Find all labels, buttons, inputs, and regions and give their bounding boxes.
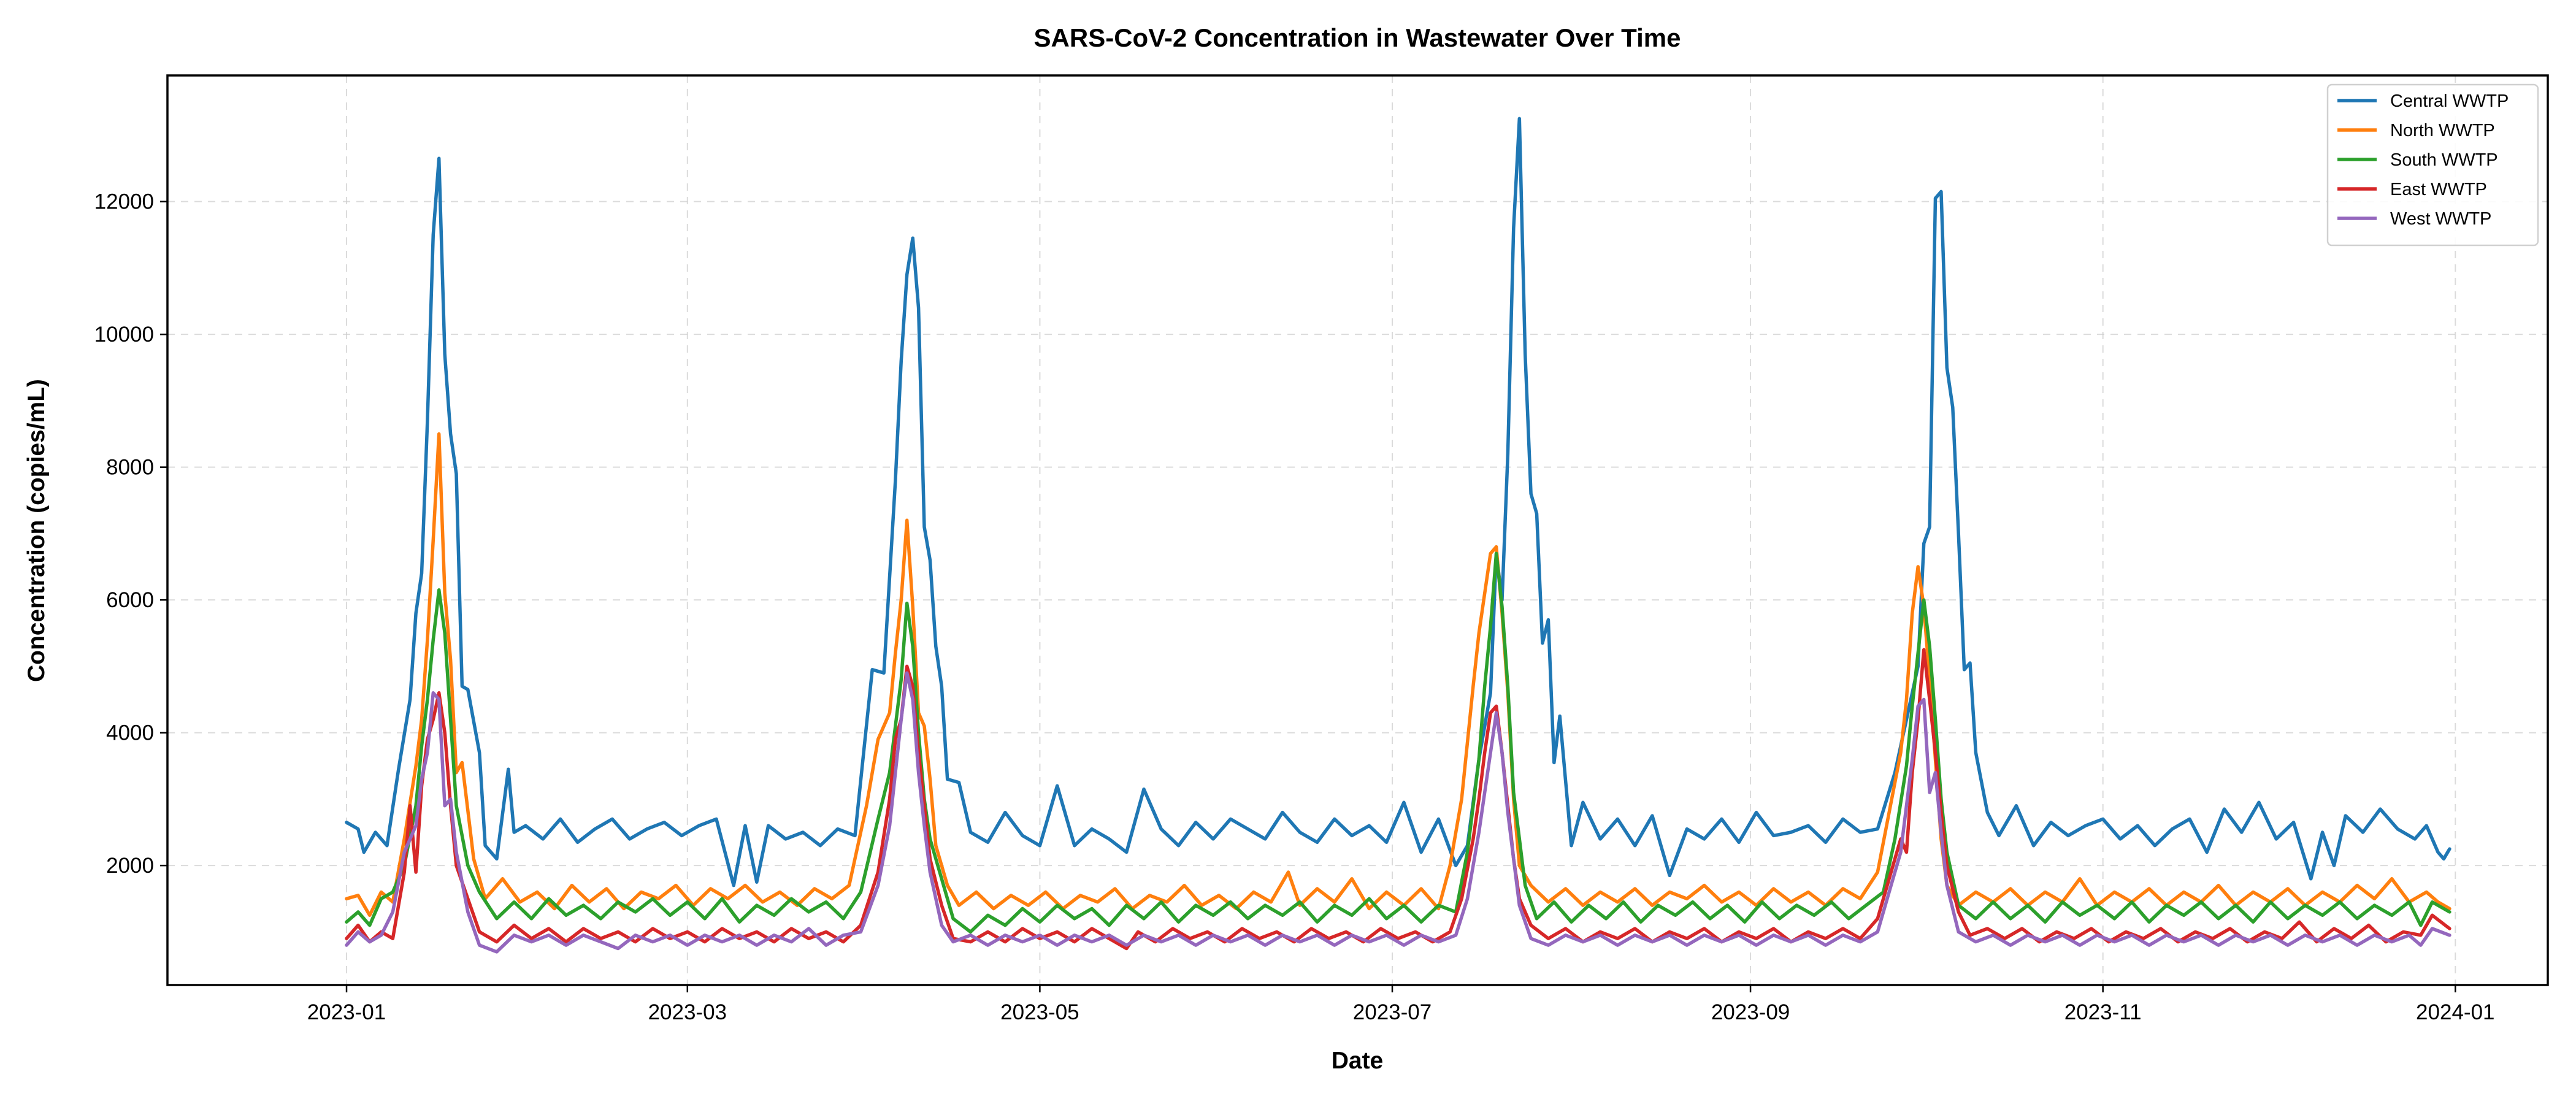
plot-frame xyxy=(166,74,2549,986)
y-tick-label: 2000 xyxy=(106,854,154,878)
series-lines xyxy=(345,117,2451,954)
series-line-1 xyxy=(345,117,2451,887)
x-axis-ticks: 2023-01 2023-03 2023-05 2023-07 2023-09 2023-… xyxy=(307,985,2495,1024)
y-tick-label: 6000 xyxy=(106,588,154,612)
x-tick-label: 2023-11 xyxy=(2064,1000,2142,1024)
x-tick-label: 2023-05 xyxy=(1000,1000,1079,1024)
grid-lines xyxy=(167,75,2548,985)
x-tick-label: 2023-01 xyxy=(307,1000,386,1024)
legend-label: South WWTP xyxy=(2390,150,2498,170)
legend-label: North WWTP xyxy=(2390,121,2495,140)
y-tick-label: 4000 xyxy=(106,721,154,745)
legend-label: East WWTP xyxy=(2390,180,2487,199)
series-line-5 xyxy=(345,671,2451,954)
legend-label: West WWTP xyxy=(2390,209,2491,229)
y-axis-label: Concentration (copies/mL) xyxy=(23,379,50,682)
x-tick-label: 2023-09 xyxy=(1711,1000,1790,1024)
series-line-3 xyxy=(345,551,2451,934)
chart-title: SARS-CoV-2 Concentration in Wastewater O… xyxy=(1034,23,1681,52)
x-axis-label: Date xyxy=(1332,1048,1384,1074)
legend: Central WWTP North WWTP South WWTP East WWT… xyxy=(2326,83,2539,247)
x-tick-label: 2023-07 xyxy=(1353,1000,1432,1024)
legend-label: Central WWTP xyxy=(2390,91,2509,111)
y-tick-label: 8000 xyxy=(106,456,154,480)
y-tick-label: 10000 xyxy=(94,323,154,347)
x-tick-label: 2024-01 xyxy=(2416,1000,2494,1024)
y-axis-ticks: 2000 4000 6000 8000 10000 12000 xyxy=(94,190,167,878)
series-line-4 xyxy=(345,648,2451,951)
x-tick-label: 2023-03 xyxy=(648,1000,727,1024)
y-tick-label: 12000 xyxy=(94,190,154,214)
legend-box xyxy=(2326,83,2539,247)
